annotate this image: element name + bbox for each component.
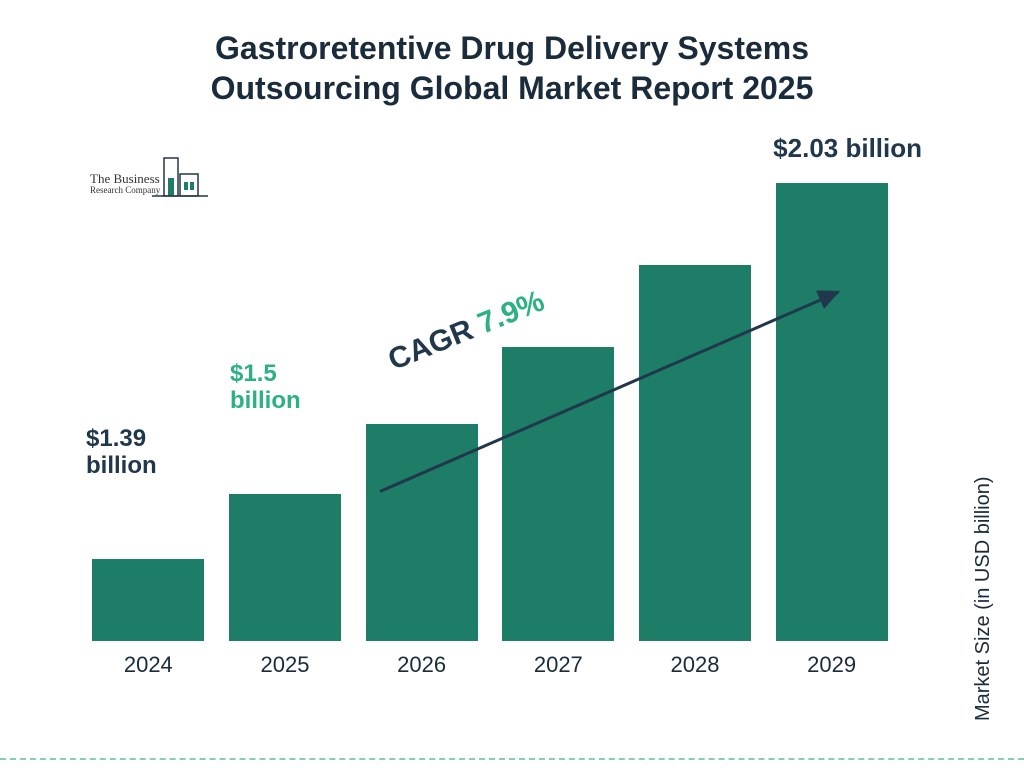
x-axis-label: 2024 [83,652,213,678]
value-label-2024: $1.39 billion [86,425,157,480]
bar-wrap [630,265,760,641]
bars-container [80,162,900,642]
bar-wrap [220,494,350,641]
value-label-2029: $2.03 billion [773,134,922,164]
bar [229,494,341,641]
x-axis-label: 2028 [630,652,760,678]
y-axis-label: Market Size (in USD billion) [973,477,996,722]
bar [776,183,888,641]
bar-chart: $1.39 billion $1.5 billion $2.03 billion… [80,150,900,690]
bar-wrap [83,559,213,641]
bar-wrap [767,183,897,641]
bar [92,559,204,641]
chart-title-line2: Outsourcing Global Market Report 2025 [0,68,1024,108]
value-label-2025: $1.5 billion [230,360,301,415]
chart-title: Gastroretentive Drug Delivery Systems Ou… [0,0,1024,108]
x-axis-label: 2026 [357,652,487,678]
bar [502,347,614,641]
x-axis-label: 2027 [493,652,623,678]
x-axis-label: 2029 [767,652,897,678]
bar [639,265,751,641]
bar-wrap [357,424,487,641]
x-axis-label: 2025 [220,652,350,678]
bottom-dashed-rule [0,758,1024,760]
chart-title-line1: Gastroretentive Drug Delivery Systems [0,28,1024,68]
